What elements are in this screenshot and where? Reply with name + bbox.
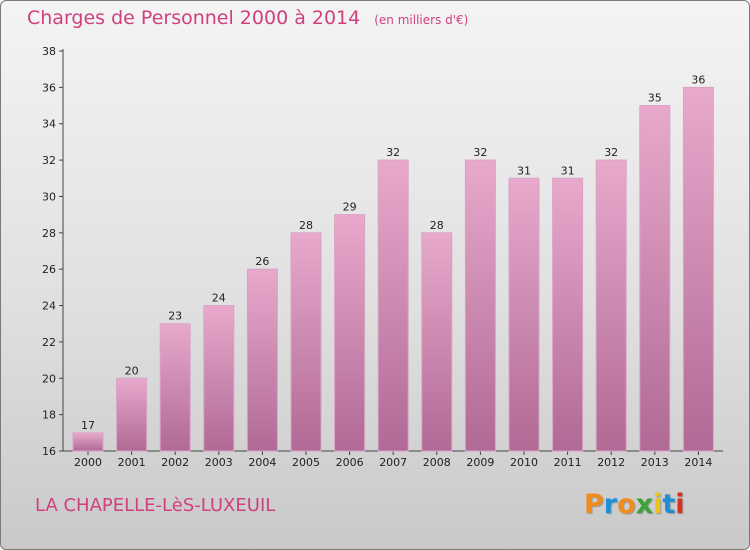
y-tick-label: 38	[42, 45, 56, 58]
y-tick-label: 20	[42, 372, 56, 385]
logo-letter: i	[653, 489, 663, 520]
logo-letter: t	[662, 489, 676, 520]
x-tick-label-2009: 2009	[466, 456, 494, 469]
chart-labels: 2000 17 2001 20 2002 23 2003 24 2004 26 2005 28 2006…	[74, 73, 712, 469]
x-tick-label-2008: 2008	[423, 456, 451, 469]
y-tick-label: 36	[42, 81, 56, 94]
y-tick-label: 32	[42, 154, 56, 167]
x-tick-label-2004: 2004	[248, 456, 276, 469]
bar-2001	[116, 377, 148, 452]
y-tick-label: 34	[42, 118, 56, 131]
commune-name: LA CHAPELLE-LèS-LUXEUIL	[35, 495, 276, 516]
value-label-2013: 35	[648, 92, 662, 105]
bar-2011	[552, 177, 584, 452]
bar-2004	[246, 268, 278, 452]
y-tick-label: 18	[42, 409, 56, 422]
y-tick-label: 22	[42, 336, 56, 349]
value-label-2007: 32	[386, 146, 400, 159]
value-label-2006: 29	[343, 201, 357, 214]
logo-letter: o	[617, 489, 636, 520]
x-tick-label-2002: 2002	[161, 456, 189, 469]
bar-2002	[159, 323, 191, 452]
x-tick-label-2014: 2014	[684, 456, 712, 469]
y-tick-label: 24	[42, 300, 56, 313]
bar-2000	[72, 432, 104, 452]
value-label-2005: 28	[299, 219, 313, 232]
value-label-2012: 32	[604, 146, 618, 159]
logo-letter: x	[635, 489, 654, 520]
x-tick-label-2011: 2011	[554, 456, 582, 469]
value-label-2010: 31	[517, 164, 531, 177]
value-label-2003: 24	[212, 292, 226, 305]
proxiti-logo[interactable]: Proxiti	[584, 489, 685, 520]
bar-2003	[203, 305, 235, 452]
value-label-2004: 26	[255, 255, 269, 268]
y-tick-label: 28	[42, 227, 56, 240]
chart-title: Charges de Personnel 2000 à 2014 (en mill…	[27, 7, 468, 29]
x-tick-label-2001: 2001	[118, 456, 146, 469]
bar-2009	[464, 159, 496, 452]
chart-subtitle: (en milliers d'€)	[374, 13, 469, 27]
x-tick-label-2007: 2007	[379, 456, 407, 469]
x-tick-label-2012: 2012	[597, 456, 625, 469]
bar-2014	[682, 86, 714, 452]
bar-2013	[639, 105, 671, 452]
bar-2006	[334, 214, 366, 452]
bar-2008	[421, 232, 453, 452]
y-tick-label: 26	[42, 263, 56, 276]
x-tick-label-2006: 2006	[336, 456, 364, 469]
y-tick-label: 16	[42, 445, 56, 458]
value-label-2001: 20	[125, 364, 139, 377]
chart-title-text: Charges de Personnel 2000 à 2014	[27, 7, 361, 29]
x-tick-label-2005: 2005	[292, 456, 320, 469]
value-label-2011: 31	[561, 164, 575, 177]
x-tick-label-2000: 2000	[74, 456, 102, 469]
x-tick-label-2003: 2003	[205, 456, 233, 469]
x-tick-label-2010: 2010	[510, 456, 538, 469]
y-tick-label: 30	[42, 190, 56, 203]
value-label-2009: 32	[473, 146, 487, 159]
bar-2007	[377, 159, 409, 452]
value-label-2000: 17	[81, 419, 95, 432]
value-label-2014: 36	[691, 73, 705, 86]
bar-2005	[290, 232, 322, 452]
logo-letter: i	[675, 489, 685, 520]
bar-2010	[508, 177, 540, 452]
bar-2012	[595, 159, 627, 452]
x-tick-label-2013: 2013	[641, 456, 669, 469]
value-label-2002: 23	[168, 310, 182, 323]
chart-bars	[72, 86, 714, 452]
value-label-2008: 28	[430, 219, 444, 232]
logo-letter: r	[603, 489, 618, 520]
logo-letter: P	[584, 489, 604, 520]
